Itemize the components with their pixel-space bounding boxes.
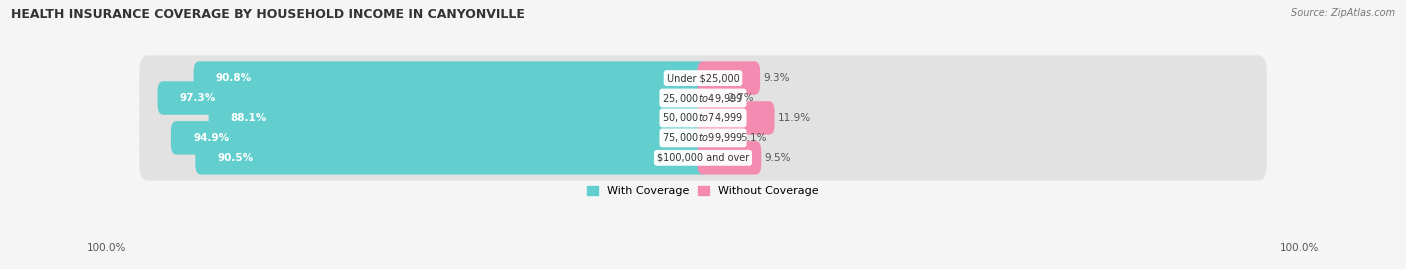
FancyBboxPatch shape (157, 81, 709, 115)
Text: 90.8%: 90.8% (217, 73, 252, 83)
Text: $50,000 to $74,999: $50,000 to $74,999 (662, 111, 744, 125)
FancyBboxPatch shape (697, 81, 724, 115)
Text: 100.0%: 100.0% (1279, 243, 1319, 253)
FancyBboxPatch shape (139, 55, 1267, 101)
FancyBboxPatch shape (172, 121, 709, 155)
Text: 5.1%: 5.1% (740, 133, 766, 143)
FancyBboxPatch shape (697, 121, 737, 155)
Text: 9.5%: 9.5% (765, 153, 792, 163)
Text: 9.3%: 9.3% (763, 73, 790, 83)
Text: $75,000 to $99,999: $75,000 to $99,999 (662, 131, 744, 144)
FancyBboxPatch shape (139, 135, 1267, 180)
FancyBboxPatch shape (195, 141, 709, 175)
Legend: With Coverage, Without Coverage: With Coverage, Without Coverage (582, 182, 824, 201)
FancyBboxPatch shape (139, 95, 1267, 141)
FancyBboxPatch shape (697, 141, 761, 175)
Text: HEALTH INSURANCE COVERAGE BY HOUSEHOLD INCOME IN CANYONVILLE: HEALTH INSURANCE COVERAGE BY HOUSEHOLD I… (11, 8, 524, 21)
FancyBboxPatch shape (697, 61, 761, 95)
FancyBboxPatch shape (194, 61, 709, 95)
Text: 97.3%: 97.3% (180, 93, 217, 103)
FancyBboxPatch shape (139, 75, 1267, 121)
Text: Under $25,000: Under $25,000 (666, 73, 740, 83)
Text: 90.5%: 90.5% (218, 153, 253, 163)
Text: 2.7%: 2.7% (727, 93, 754, 103)
Text: Source: ZipAtlas.com: Source: ZipAtlas.com (1291, 8, 1395, 18)
Text: 11.9%: 11.9% (778, 113, 811, 123)
Text: $25,000 to $49,999: $25,000 to $49,999 (662, 91, 744, 105)
Text: $100,000 and over: $100,000 and over (657, 153, 749, 163)
Text: 88.1%: 88.1% (231, 113, 267, 123)
FancyBboxPatch shape (139, 115, 1267, 161)
FancyBboxPatch shape (697, 101, 775, 135)
Text: 100.0%: 100.0% (87, 243, 127, 253)
FancyBboxPatch shape (208, 101, 709, 135)
Text: 94.9%: 94.9% (193, 133, 229, 143)
